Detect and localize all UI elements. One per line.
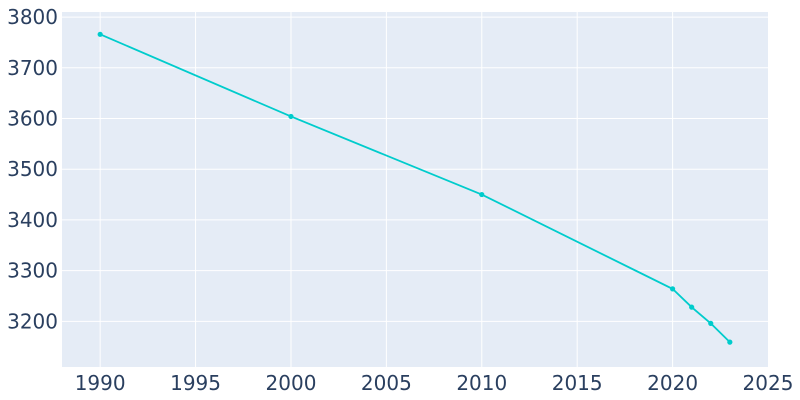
data-point — [727, 339, 733, 345]
y-tick-label: 3500 — [7, 157, 58, 181]
x-axis-ticks: 1990 1995 2000 2005 2010 2015 2020 2025 — [75, 371, 794, 395]
data-point — [288, 113, 294, 120]
y-tick-label: 3600 — [7, 107, 58, 131]
y-tick-label: 3200 — [7, 309, 58, 333]
x-tick-label: 2015 — [552, 371, 603, 395]
y-tick-label: 3400 — [7, 208, 58, 232]
y-tick-label: 3800 — [7, 5, 58, 29]
data-point — [97, 31, 103, 37]
y-grid — [62, 16, 768, 322]
x-tick-label: 1990 — [75, 371, 126, 395]
data-point — [708, 320, 714, 326]
x-tick-label: 2025 — [743, 371, 794, 395]
y-axis-ticks: 3200 3300 3400 3500 3600 3700 3800 — [7, 5, 58, 333]
y-tick-label: 3700 — [7, 56, 58, 80]
x-tick-label: 1995 — [170, 371, 221, 395]
y-tick-label: 3300 — [7, 259, 58, 283]
data-point — [669, 286, 676, 292]
x-tick-label: 2020 — [647, 371, 698, 395]
data-point — [689, 304, 695, 310]
x-grid — [99, 12, 674, 367]
x-tick-label: 2010 — [456, 371, 507, 395]
x-tick-label: 2005 — [361, 371, 412, 395]
x-tick-label: 2000 — [266, 371, 317, 395]
plot-background — [62, 12, 768, 367]
series-layer — [97, 31, 733, 345]
data-point — [479, 191, 485, 198]
